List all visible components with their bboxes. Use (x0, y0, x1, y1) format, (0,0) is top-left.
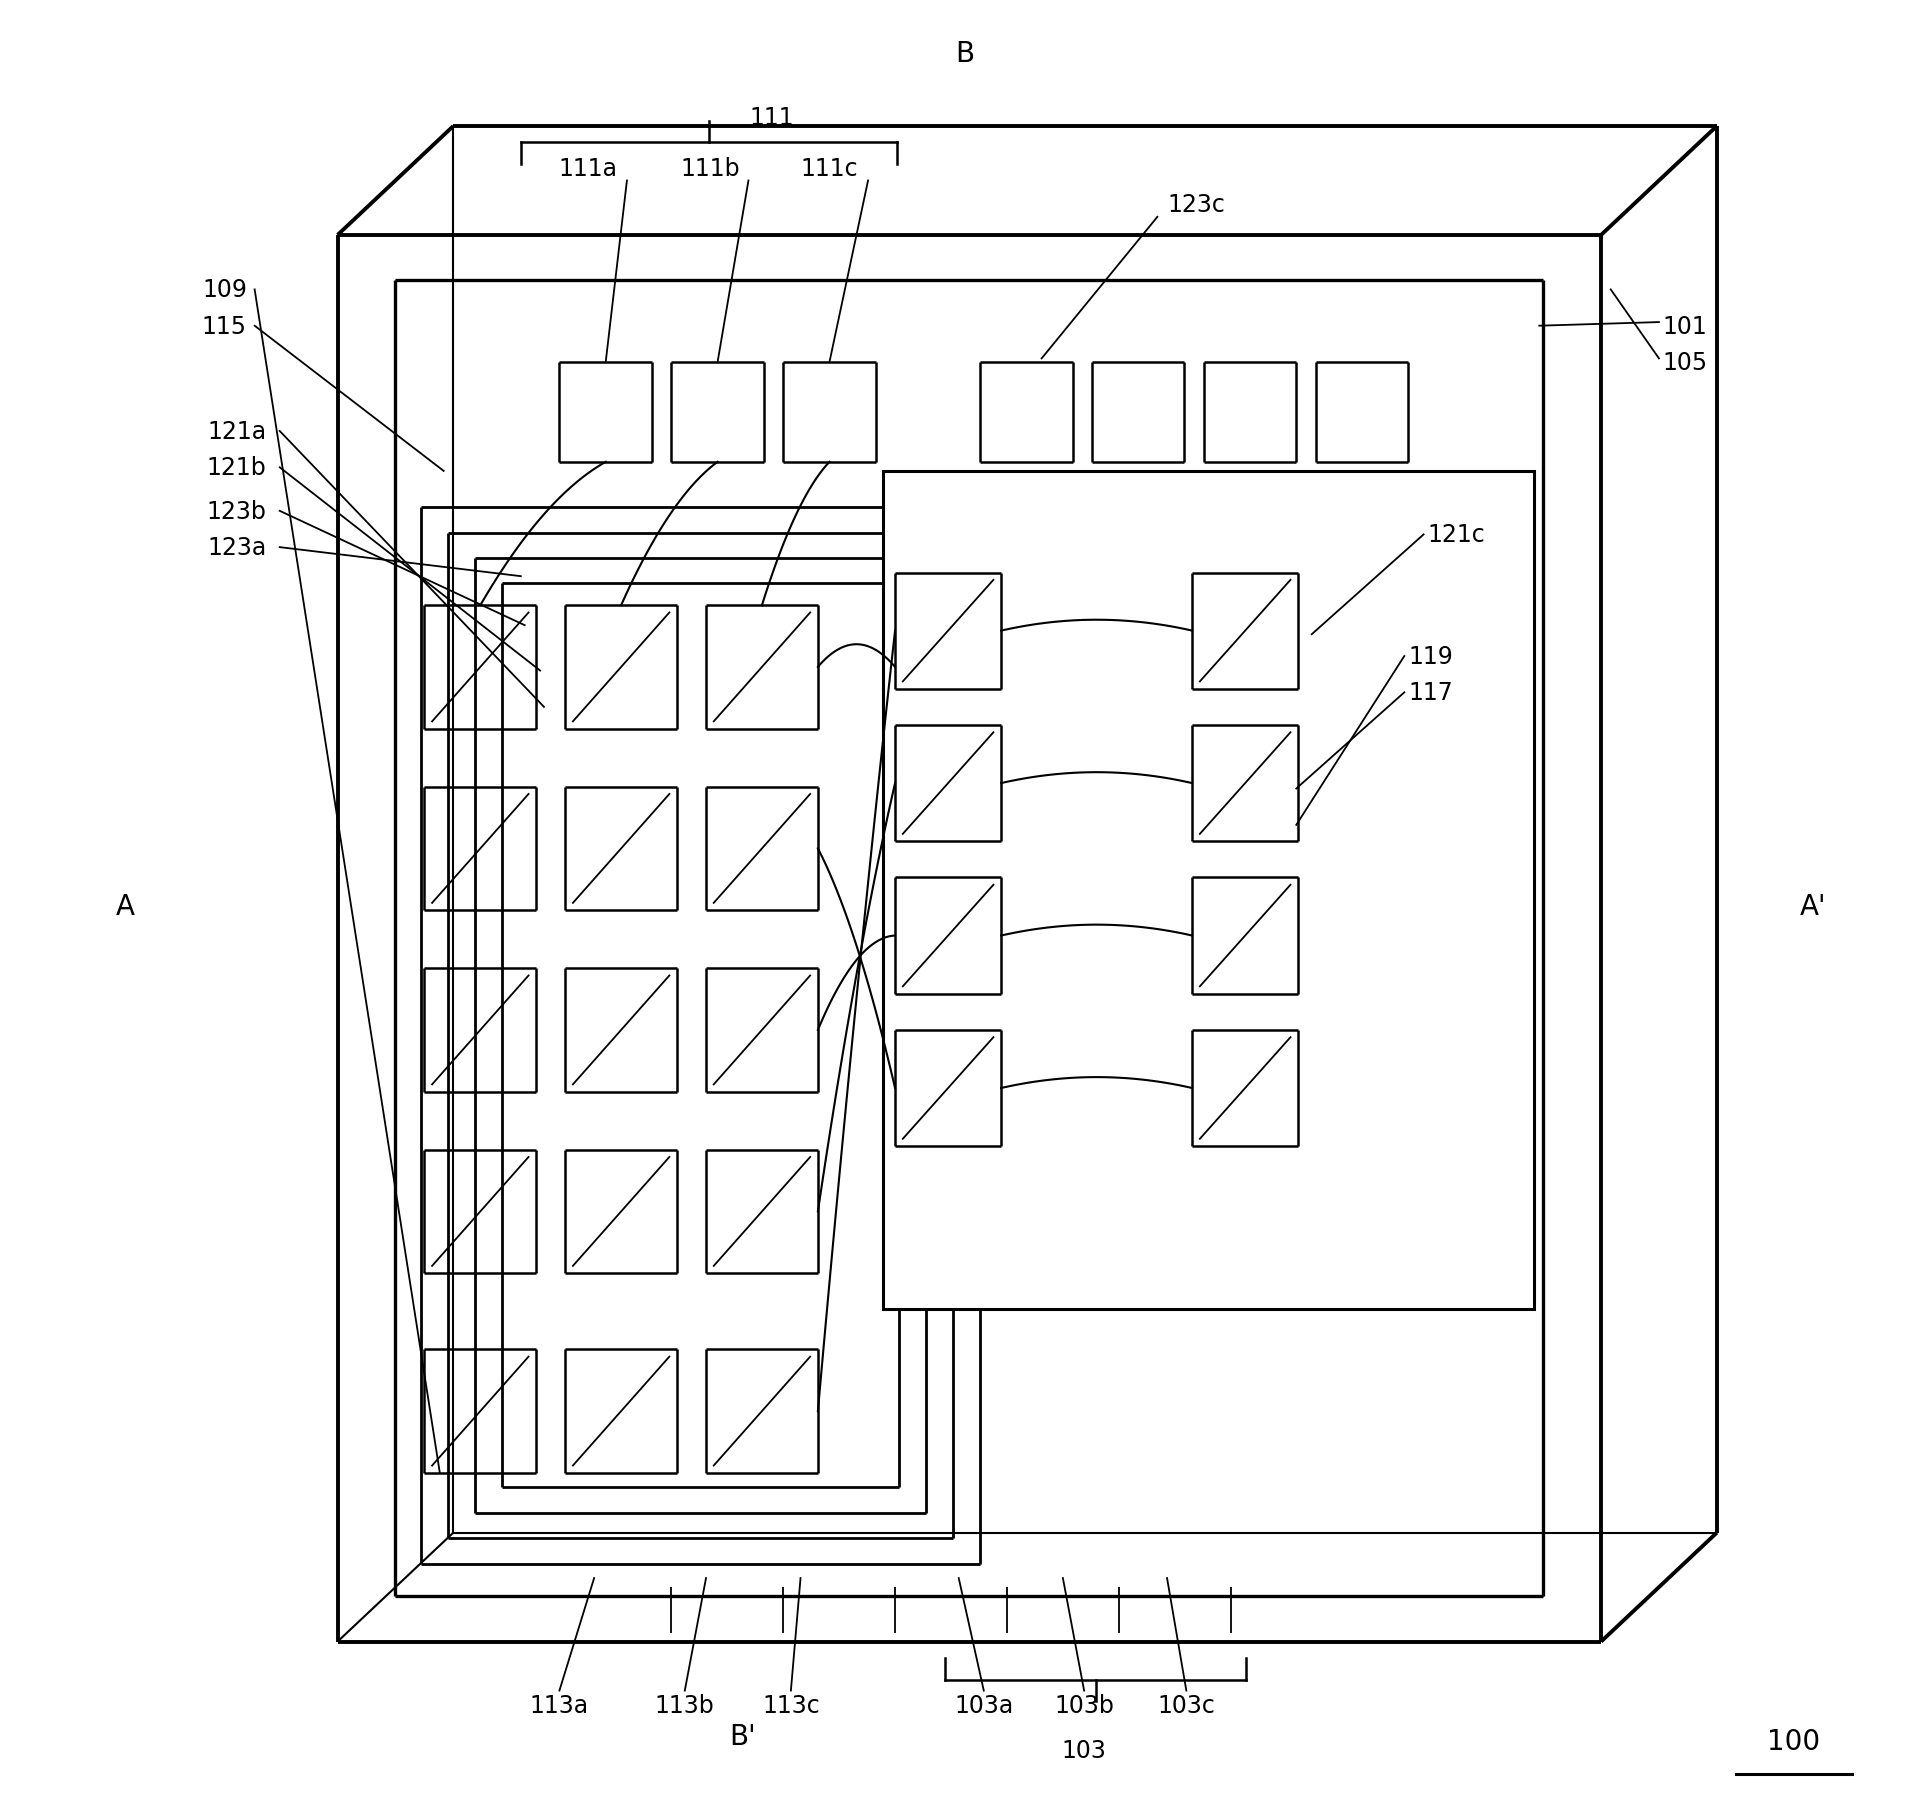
Bar (883, 472, 1534, 1310)
Text: 117: 117 (1408, 680, 1453, 706)
Text: 123b: 123b (206, 499, 266, 524)
Text: 123a: 123a (206, 535, 266, 561)
Text: 103c: 103c (1157, 1692, 1215, 1718)
Text: 115: 115 (203, 314, 247, 339)
Text: 101: 101 (1663, 314, 1707, 339)
Text: B': B' (729, 1721, 756, 1751)
Text: 113b: 113b (656, 1692, 714, 1718)
Text: 119: 119 (1408, 644, 1453, 669)
Text: 109: 109 (203, 278, 247, 303)
Text: 111c: 111c (801, 156, 858, 181)
Text: 121c: 121c (1427, 522, 1485, 548)
Text: 111: 111 (748, 105, 795, 131)
Text: 123c: 123c (1167, 192, 1225, 218)
Text: 103b: 103b (1053, 1692, 1115, 1718)
Text: 103a: 103a (955, 1692, 1013, 1718)
Text: 121b: 121b (206, 455, 266, 481)
Text: B: B (955, 40, 974, 69)
Text: 113c: 113c (762, 1692, 820, 1718)
Text: 121a: 121a (206, 419, 266, 444)
Text: 113a: 113a (530, 1692, 588, 1718)
Text: 100: 100 (1767, 1727, 1821, 1756)
Text: 105: 105 (1663, 350, 1707, 375)
Text: A': A' (1800, 892, 1827, 922)
Text: 111a: 111a (559, 156, 617, 181)
Text: 111b: 111b (681, 156, 739, 181)
Text: 103: 103 (1061, 1738, 1107, 1763)
Text: A: A (116, 892, 135, 922)
